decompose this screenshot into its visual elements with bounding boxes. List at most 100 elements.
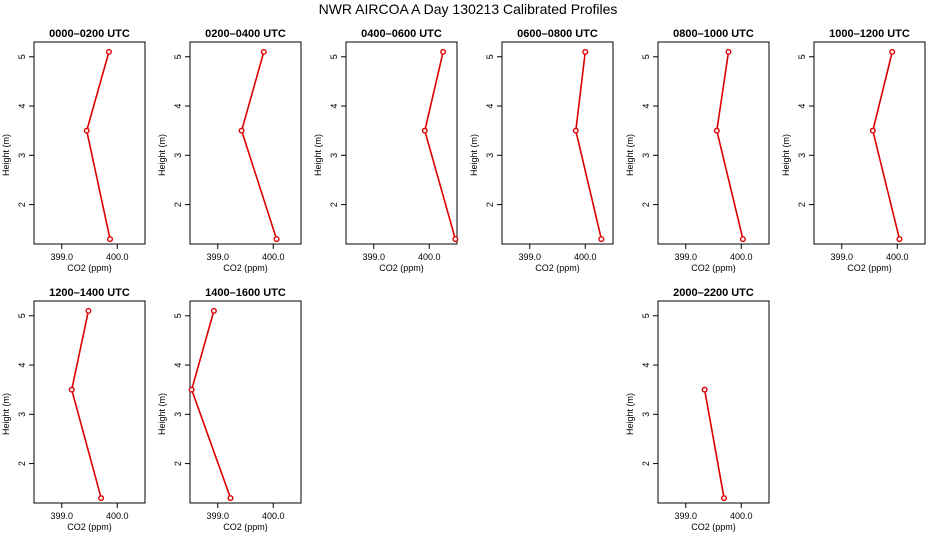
y-tick-label: 3 [173,153,183,158]
y-tick-label: 2 [173,202,183,207]
chart-panel: 0600–0800 UTC 399.0 400.0 2 3 4 5 CO2 (ppm) Heig… [469,28,614,273]
y-tick-label: 3 [17,412,27,417]
x-axis-label: CO2 (ppm) [223,263,268,273]
x-tick-label: 399.0 [674,252,697,262]
x-tick-label: 399.0 [206,511,229,521]
y-axis-label: Height (m) [1,134,11,176]
panel-title: 0000–0200 UTC [49,28,130,40]
x-axis-label: CO2 (ppm) [847,263,892,273]
y-tick-label: 2 [173,461,183,466]
y-tick-label: 3 [173,412,183,417]
data-point [739,236,746,243]
data-point [98,495,105,502]
y-tick-label: 4 [173,104,183,109]
y-tick-label: 5 [329,54,339,59]
plot-frame [345,41,458,245]
series-line [190,310,232,499]
y-tick-label: 4 [641,104,651,109]
data-point [68,386,75,393]
plot-frame [189,300,302,504]
data-point [889,48,896,55]
data-point [238,127,245,134]
plot-frame [657,41,770,245]
data-point [421,127,428,134]
chart-panel: 2000–2200 UTC 399.0 400.0 2 3 4 5 CO2 (ppm) Heig… [625,287,770,532]
x-axis-label: CO2 (ppm) [535,263,580,273]
x-axis-label: CO2 (ppm) [691,263,736,273]
panel-title: 0600–0800 UTC [517,28,598,40]
series-line [703,389,725,499]
panel-title: 0800–1000 UTC [673,28,754,40]
chart-panel: 0800–1000 UTC 399.0 400.0 2 3 4 5 CO2 (ppm) Heig… [625,28,770,273]
data-point [725,48,732,55]
x-tick-label: 400.0 [886,252,909,262]
data-point [721,495,728,502]
chart-panel: 0200–0400 UTC 399.0 400.0 2 3 4 5 CO2 (ppm) Heig… [157,28,302,273]
chart-panel: 1000–1200 UTC 399.0 400.0 2 3 4 5 CO2 (ppm) Heig… [781,28,926,273]
data-point [701,386,708,393]
y-axis-label: Height (m) [157,393,167,435]
chart-panel: 1400–1600 UTC 399.0 400.0 2 3 4 5 CO2 (ppm) Heig… [157,287,302,532]
data-point [440,48,447,55]
data-point [713,127,720,134]
data-point [896,236,903,243]
series-line [716,51,744,240]
x-tick-label: 399.0 [518,252,541,262]
y-tick-label: 5 [17,313,27,318]
y-tick-label: 5 [641,313,651,318]
x-tick-label: 400.0 [730,252,753,262]
y-axis-label: Height (m) [313,134,323,176]
plot-frame [657,300,770,504]
y-tick-label: 2 [329,202,339,207]
panel-title: 1400–1600 UTC [205,287,286,299]
plot-frame [189,41,302,245]
x-axis-label: CO2 (ppm) [379,263,424,273]
y-tick-label: 4 [329,104,339,109]
y-tick-label: 2 [641,461,651,466]
y-axis-label: Height (m) [625,134,635,176]
y-tick-label: 5 [641,54,651,59]
y-tick-label: 3 [485,153,495,158]
x-tick-label: 400.0 [106,252,129,262]
data-point [598,236,605,243]
x-axis-label: CO2 (ppm) [691,522,736,532]
data-point [210,307,217,314]
plot-frame [813,41,926,245]
data-point [83,127,90,134]
y-axis-label: Height (m) [625,393,635,435]
y-tick-label: 5 [173,54,183,59]
x-tick-label: 400.0 [262,252,285,262]
y-tick-label: 3 [17,153,27,158]
y-tick-label: 2 [641,202,651,207]
panel-title: 0400–0600 UTC [361,28,442,40]
x-axis-label: CO2 (ppm) [223,522,268,532]
panel-title: 2000–2200 UTC [673,287,754,299]
series-line [575,51,603,240]
y-tick-label: 3 [797,153,807,158]
series-line [70,310,102,499]
figure-title: NWR AIRCOA A Day 130213 Calibrated Profi… [318,1,618,17]
x-axis-label: CO2 (ppm) [67,263,112,273]
chart-panel: 0400–0600 UTC 399.0 400.0 2 3 4 5 CO2 (ppm) Heig… [313,28,459,273]
panel-title: 0200–0400 UTC [205,28,286,40]
panel-title: 1000–1200 UTC [829,28,910,40]
y-tick-label: 4 [485,104,495,109]
data-point [107,236,114,243]
y-tick-label: 5 [17,54,27,59]
y-axis-label: Height (m) [157,134,167,176]
y-tick-label: 5 [485,54,495,59]
x-axis-label: CO2 (ppm) [67,522,112,532]
series-line [85,51,111,240]
y-tick-label: 3 [641,153,651,158]
data-point [260,48,267,55]
data-point [452,236,459,243]
y-axis-label: Height (m) [781,134,791,176]
chart-panel: 0000–0200 UTC 399.0 400.0 2 3 4 5 CO2 (ppm) Heig… [1,28,146,273]
x-tick-label: 399.0 [206,252,229,262]
y-tick-label: 2 [17,202,27,207]
y-axis-label: Height (m) [469,134,479,176]
series-line [240,51,278,240]
y-tick-label: 5 [797,54,807,59]
